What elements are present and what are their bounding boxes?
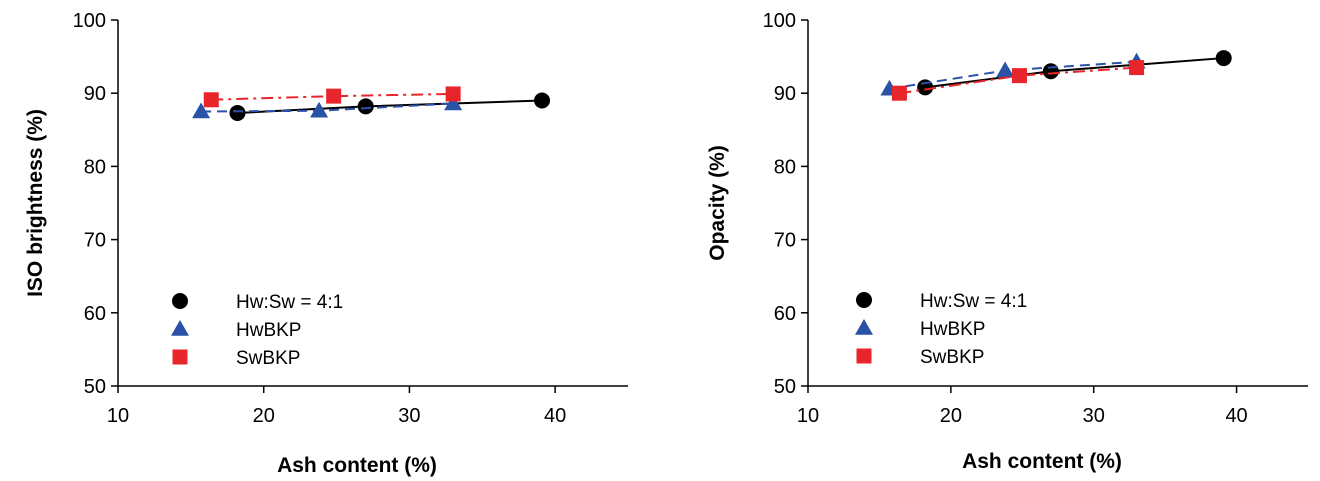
x-tick-label: 10 [107,405,129,427]
legend-label: Hw:Sw = 4:1 [920,291,1027,312]
x-tick-label: 40 [544,405,566,427]
x-tick-label: 20 [940,405,962,427]
chart-panel-1: 50 60 70 80 90 100 10 20 30 40 Ash content (%) ISO … [24,10,628,477]
data-point-square [1011,68,1027,84]
data-point-triangle [444,94,463,111]
data-point-square [326,88,342,104]
legend-label: HwBKP [920,319,985,340]
legend-label: SwBKP [236,348,300,369]
data-point-triangle [996,61,1015,78]
data-point-circle [1215,50,1232,67]
y-tick-label: 100 [763,10,796,32]
y-tick-label: 60 [84,303,106,325]
legend-marker-circle [172,293,188,309]
y-tick-label: 70 [774,230,796,252]
legend-label: HwBKP [236,320,301,341]
y-tick-label: 90 [84,83,106,105]
data-point-triangle [192,102,211,119]
y-axis-title: ISO brightness (%) [24,109,47,297]
x-tick-label: 20 [253,405,275,427]
data-point-square [1129,60,1145,76]
legend-label: SwBKP [920,347,984,368]
data-point-circle [1042,63,1059,80]
y-tick-label: 80 [774,156,796,178]
x-axis-title: Ash content (%) [277,454,437,477]
data-point-circle [534,92,551,109]
y-tick-label: 50 [84,376,106,398]
chart-panel-2: 50 60 70 80 90 100 10 20 30 40 Ash content (%) Opac… [706,10,1308,473]
legend-label: Hw:Sw = 4:1 [236,292,343,313]
y-tick-label: 50 [774,376,796,398]
data-point-circle [229,104,246,121]
legend-marker-triangle [855,319,873,335]
data-point-square [891,85,907,101]
legend-marker-square [172,349,188,365]
x-tick-label: 10 [797,405,819,427]
data-point-square [203,92,219,108]
y-tick-label: 90 [774,83,796,105]
legend-marker-triangle [171,320,189,336]
data-point-triangle [310,101,329,118]
series-line-3 [211,92,454,101]
x-tick-label: 30 [1083,405,1105,427]
data-point-square [445,86,461,102]
legend-marker-square [856,348,872,364]
y-tick-label: 80 [84,156,106,178]
y-tick-label: 100 [73,10,106,32]
x-tick-label: 30 [398,405,420,427]
x-tick-label: 40 [1225,405,1247,427]
y-axis-title: Opacity (%) [706,145,729,261]
legend-marker-circle [856,292,872,308]
y-tick-label: 60 [774,303,796,325]
y-tick-label: 70 [84,230,106,252]
data-point-circle [357,98,374,115]
x-axis-title: Ash content (%) [962,450,1122,473]
